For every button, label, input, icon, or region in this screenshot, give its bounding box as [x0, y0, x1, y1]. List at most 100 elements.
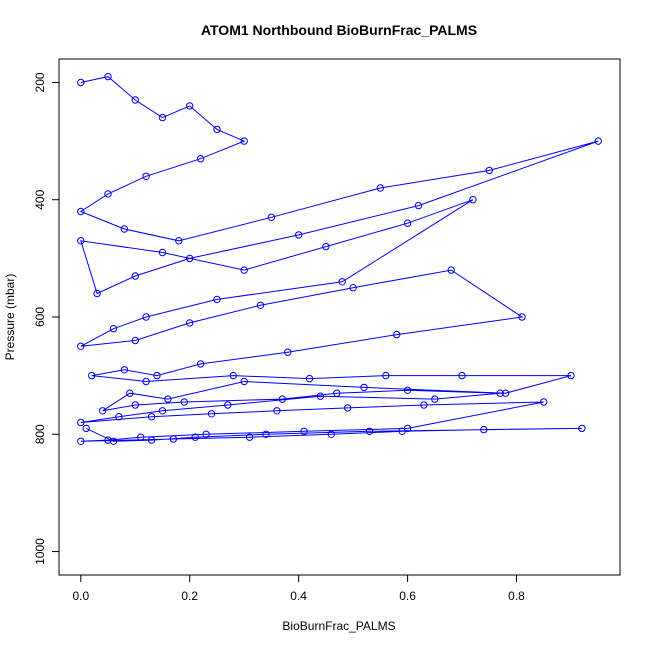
data-point [300, 427, 308, 435]
data-point [256, 301, 265, 309]
x-tick-label: 0.6 [399, 589, 416, 603]
data-point [403, 219, 412, 227]
data-point [82, 424, 90, 433]
data-point [120, 225, 129, 233]
data-point [186, 254, 194, 263]
y-tick-label: 1000 [33, 538, 47, 565]
data-point [77, 78, 85, 87]
data-point [393, 330, 401, 339]
data-point [240, 137, 248, 145]
data-point [240, 266, 248, 274]
x-axis: 0.0 0.2 0.4 0.6 0.8 [72, 574, 525, 603]
data-point [267, 213, 276, 222]
series-line [79, 76, 599, 442]
data-point [142, 313, 150, 321]
data-point [240, 377, 248, 386]
data-point [77, 237, 85, 245]
data-point [469, 196, 477, 204]
data-point [480, 425, 488, 434]
data-point [77, 342, 85, 350]
y-tick-label: 600 [33, 307, 47, 327]
data-point [147, 413, 156, 421]
data-point [109, 437, 118, 445]
data-point [77, 418, 85, 427]
y-axis-label: Pressure (mbar) [3, 274, 17, 361]
y-tick-label: 200 [33, 72, 47, 92]
data-point [169, 435, 178, 443]
data-point [131, 401, 140, 409]
data-point [518, 313, 526, 321]
y-tick-label: 800 [33, 424, 47, 444]
data-point [142, 172, 150, 181]
x-tick-label: 0.8 [508, 589, 525, 603]
data-point [567, 371, 575, 380]
data-point [458, 371, 466, 380]
data-point [273, 407, 281, 415]
data-point [578, 424, 586, 433]
data-point [158, 248, 167, 257]
data-point [295, 231, 303, 239]
data-point [77, 437, 85, 445]
data-point [414, 201, 423, 210]
data-point [88, 371, 96, 380]
data-point [131, 272, 140, 280]
data-point [278, 395, 286, 403]
data-point [501, 389, 510, 397]
data-point [131, 96, 140, 104]
data-point [447, 266, 455, 274]
data-point [126, 389, 134, 397]
data-point [327, 430, 335, 438]
data-point [104, 72, 112, 81]
data-point [229, 371, 238, 380]
x-tick-label: 0.0 [72, 589, 89, 603]
data-point [594, 137, 602, 145]
data-point [115, 413, 123, 421]
data-point [420, 401, 428, 409]
data-point [180, 398, 189, 406]
data-point [104, 190, 112, 198]
data-point [485, 166, 493, 175]
data-point [403, 424, 412, 433]
data-point [398, 427, 406, 435]
data-point [403, 386, 412, 394]
data-point [284, 348, 292, 356]
data-point [365, 427, 374, 435]
y-axis: 200 400 600 800 1000 [33, 72, 60, 565]
data-point [344, 404, 352, 412]
data-point [93, 289, 101, 298]
data-point [213, 295, 221, 304]
data-point [147, 436, 156, 444]
x-axis-label: BioBurnFrac_PALMS [282, 619, 395, 633]
data-point [382, 371, 390, 380]
data-point [224, 401, 232, 409]
data-point [322, 242, 330, 251]
data-point [376, 184, 384, 192]
data-point [158, 407, 167, 415]
x-tick-label: 0.4 [290, 589, 307, 603]
data-point [316, 392, 325, 400]
data-point [131, 336, 140, 345]
data-point [109, 325, 118, 333]
data-point [158, 113, 167, 122]
y-tick-label: 400 [33, 189, 47, 209]
data-point [262, 430, 270, 438]
data-point [175, 237, 183, 245]
data-point [338, 278, 346, 286]
x-tick-label: 0.2 [181, 589, 198, 603]
data-point [333, 389, 341, 397]
data-point [360, 383, 368, 392]
data-point [196, 360, 205, 368]
data-point [104, 436, 112, 444]
data-point [207, 410, 216, 418]
data-point [431, 395, 439, 403]
data-point [496, 389, 504, 397]
data-point [186, 102, 194, 110]
data-point [349, 284, 357, 292]
data-point [540, 398, 548, 406]
data-point [164, 395, 172, 403]
data-point [245, 433, 254, 441]
chart-title: ATOM1 Northbound BioBurnFrac_PALMS [201, 22, 477, 38]
data-point [202, 430, 210, 438]
